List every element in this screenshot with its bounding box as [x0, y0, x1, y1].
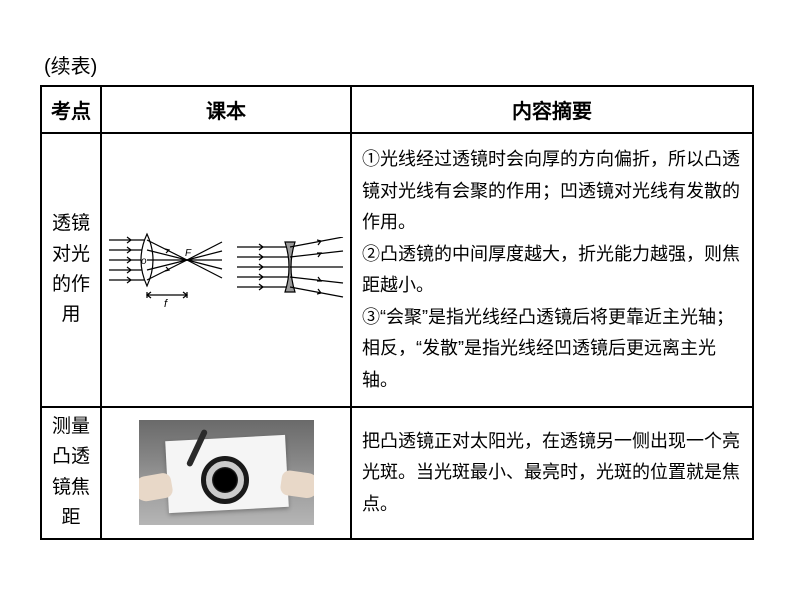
- magnifier-sunlight-photo: [139, 420, 314, 525]
- lens-diagram-cell: o F f: [101, 133, 351, 407]
- header-topic: 考点: [41, 86, 101, 133]
- summary-lens-effect: ①光线经过透镜时会向厚的方向偏折，所以凸透镜对光线有会聚的作用；凹透镜对光线有发…: [351, 133, 753, 407]
- table-row: 透镜 对光 的作 用: [41, 133, 753, 407]
- focal-label: F: [185, 248, 192, 259]
- center-label: o: [141, 256, 147, 267]
- table-row: 测量 凸透 镜焦 距 把凸透镜正对太阳光，在透镜另一侧出现一个亮光斑。当光斑最小…: [41, 407, 753, 539]
- concave-lens-diagram: [235, 237, 345, 303]
- continuation-label: (续表): [40, 50, 754, 79]
- focal-length-photo-cell: [101, 407, 351, 539]
- topic-lens-effect: 透镜 对光 的作 用: [41, 133, 101, 407]
- header-textbook: 课本: [101, 86, 351, 133]
- f-label: f: [164, 298, 168, 310]
- summary-focal-length: 把凸透镜正对太阳光，在透镜另一侧出现一个亮光斑。当光斑最小、最亮时，光斑的位置就…: [351, 407, 753, 539]
- topic-focal-length: 测量 凸透 镜焦 距: [41, 407, 101, 539]
- convex-lens-diagram: o F f: [107, 230, 225, 310]
- physics-review-table: 考点 课本 内容摘要 透镜 对光 的作 用: [40, 85, 754, 540]
- header-summary: 内容摘要: [351, 86, 753, 133]
